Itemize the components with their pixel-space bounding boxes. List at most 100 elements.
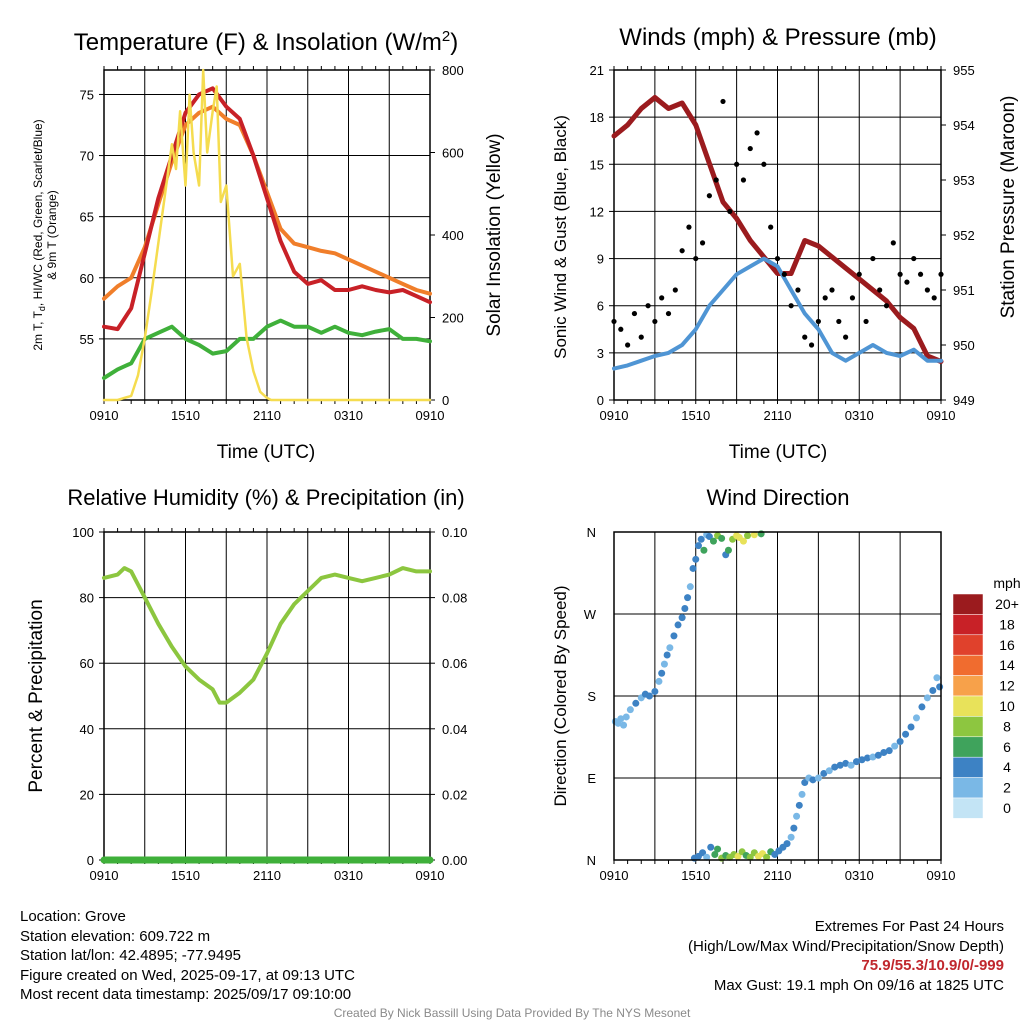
direction-point	[694, 542, 702, 550]
direction-point	[825, 767, 833, 775]
gust-point	[679, 248, 685, 254]
extremes-block: Extremes For Past 24 Hours (High/Low/Max…	[688, 917, 1004, 995]
y-tick-label-right: 0.04	[442, 722, 467, 737]
dewpoint-line	[102, 318, 432, 380]
plot-frame	[613, 531, 942, 861]
direction-point	[617, 715, 625, 723]
gust-point	[836, 318, 842, 325]
direction-point	[699, 849, 707, 857]
direction-point	[658, 669, 666, 677]
direction-point	[651, 687, 659, 695]
direction-point	[632, 699, 640, 707]
y-tick-label-left: 18	[590, 110, 604, 125]
direction-point	[793, 812, 801, 820]
direction-point	[666, 644, 674, 652]
gust-point	[856, 271, 862, 277]
direction-point	[790, 824, 798, 832]
y-tick-label-left: 3	[597, 346, 604, 361]
direction-point	[718, 534, 726, 542]
direction-tick-label: W	[584, 607, 597, 622]
y-tick-label-right: 200	[442, 311, 464, 326]
gust-point	[659, 295, 665, 301]
pressure-line	[611, 95, 944, 364]
direction-ylabel-left: Direction (Colored By Speed)	[551, 585, 570, 806]
gust-point	[611, 318, 617, 325]
station-location: Location: Grove	[20, 908, 126, 925]
direction-point	[933, 674, 941, 682]
y-tick-label-right: 951	[953, 283, 975, 298]
direction-point	[689, 564, 697, 572]
gust-point	[904, 279, 910, 285]
gust-point	[870, 255, 876, 262]
legend-label: 6	[1003, 739, 1011, 755]
gust-point	[815, 318, 821, 325]
y-tick-label-left: 6	[597, 299, 604, 314]
direction-point	[874, 751, 882, 759]
temperature-ylabel-1: 2m T, Td, HI/WC (Red, Green, Scarlet/Blu…	[31, 119, 47, 350]
x-tick-label: 0910	[600, 868, 629, 883]
gust-point	[727, 208, 733, 215]
direction-tick-label: E	[587, 771, 596, 786]
x-tick-label: 1510	[681, 868, 710, 883]
gust-point	[638, 334, 644, 340]
legend-swatch	[952, 736, 984, 758]
y-tick-label-left: 12	[590, 204, 604, 219]
temperature-ylabel-right: Solar Insolation (Yellow)	[484, 133, 505, 336]
direction-point	[655, 677, 663, 685]
direction-point	[739, 537, 747, 545]
gust-point	[768, 224, 774, 230]
x-tick-label: 0310	[845, 408, 874, 423]
direction-point	[670, 632, 678, 640]
y-tick-label-right: 800	[442, 63, 464, 78]
gust-point	[897, 271, 903, 277]
y-tick-label-left: 0	[87, 853, 94, 868]
credit-line: Created By Nick Bassill Using Data Provi…	[333, 1006, 691, 1020]
direction-point	[836, 761, 844, 769]
max-gust: Max Gust: 19.1 mph On 09/16 at 1825 UTC	[713, 976, 1004, 994]
legend-label: 2	[1003, 780, 1011, 796]
gust-point	[863, 318, 869, 325]
y-tick-label-left: 15	[590, 157, 604, 172]
y-tick-label-right: 0.00	[442, 853, 467, 868]
gust-point	[645, 303, 651, 309]
direction-point	[620, 721, 628, 729]
y-tick-label-left: 65	[80, 210, 94, 225]
direction-point	[692, 555, 700, 563]
temperature-title: Temperature (F) & Insolation (W/m2)	[74, 28, 458, 56]
extremes-title: Extremes For Past 24 Hours	[814, 918, 1004, 935]
gust-point	[938, 271, 944, 277]
direction-tick-label: N	[587, 853, 596, 868]
legend-label: 10	[999, 698, 1015, 714]
y-tick-label-left: 55	[80, 332, 94, 347]
station-info: Location: Grove Station elevation: 609.7…	[20, 907, 355, 1005]
y-tick-label-left: 60	[80, 656, 94, 671]
direction-point	[896, 738, 904, 746]
direction-point	[783, 840, 791, 848]
y-tick-label-right: 955	[953, 63, 975, 78]
legend-label: 16	[999, 637, 1015, 653]
direction-point	[853, 758, 861, 766]
x-tick-label: 1510	[681, 408, 710, 423]
y-tick-label-right: 954	[953, 118, 975, 133]
y-tick-label-left: 80	[80, 591, 94, 606]
figure-created: Figure created on Wed, 2025-09-17, at 09…	[20, 966, 355, 984]
direction-point	[842, 759, 850, 767]
gust-point	[808, 342, 815, 348]
direction-point	[891, 742, 899, 750]
direction-point	[681, 605, 689, 613]
gust-point	[625, 342, 631, 348]
temp-2m-line	[102, 86, 432, 332]
y-tick-label-right: 0.08	[442, 591, 467, 606]
legend-label: 20+	[995, 596, 1019, 612]
y-tick-label-right: 400	[442, 228, 464, 243]
direction-point	[885, 747, 893, 755]
gust-point	[931, 295, 937, 301]
direction-point	[763, 853, 771, 861]
x-tick-label: 1510	[171, 408, 200, 423]
humidity-ylabel-left: Percent & Precipitation	[26, 599, 47, 792]
direction-point	[801, 779, 809, 787]
gust-point	[652, 318, 658, 325]
direction-point	[809, 776, 817, 784]
gust-point	[706, 193, 712, 199]
humidity-panel: Relative Humidity (%) & Precipitation (i…	[26, 485, 467, 883]
